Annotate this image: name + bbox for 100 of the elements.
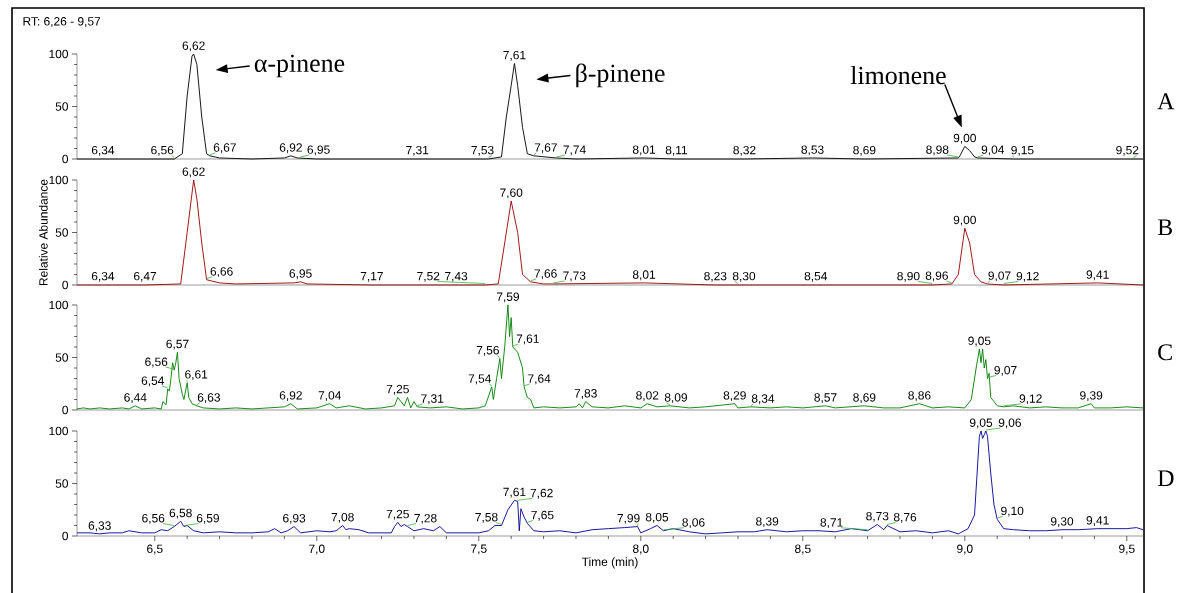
annotation: β-pinene bbox=[576, 63, 665, 88]
y-tick-label: 0 bbox=[62, 280, 69, 290]
annotation: 7,56 bbox=[476, 345, 499, 356]
text: C bbox=[1158, 344, 1172, 361]
annotation: 8,29 bbox=[723, 391, 746, 402]
annotation: 7,83 bbox=[574, 389, 597, 399]
annotation: 9,12 bbox=[1016, 271, 1039, 282]
annotation: 6,66 bbox=[210, 267, 233, 278]
text: A bbox=[1157, 93, 1175, 110]
annotation: 8,30 bbox=[732, 271, 756, 282]
annotation: 8,98 bbox=[926, 145, 949, 156]
x-tick-label: 9,5 bbox=[1119, 544, 1135, 555]
annotation: 9,06 bbox=[998, 418, 1021, 429]
annotation: 6,62 bbox=[182, 167, 205, 178]
annotation: 7,25 bbox=[386, 384, 409, 395]
annotation: 7,60 bbox=[500, 188, 523, 199]
annotation: 9,00 bbox=[953, 133, 976, 144]
y-tick-label: 0 bbox=[62, 531, 69, 541]
annotation: 6,62 bbox=[182, 41, 205, 52]
y-tick-label: 100 bbox=[49, 175, 69, 185]
annotation: 6,93 bbox=[283, 513, 306, 524]
annotation: 7,31 bbox=[421, 394, 444, 405]
annotation: 8,01 bbox=[632, 270, 656, 281]
annotation: 9,15 bbox=[1011, 145, 1034, 156]
annotation: 8,71 bbox=[820, 518, 843, 529]
annotation: 7,61 bbox=[503, 50, 526, 61]
annotation: 7,61 bbox=[503, 487, 526, 498]
annotation: 6,61 bbox=[185, 370, 208, 381]
annotation: 6,44 bbox=[124, 393, 147, 404]
line-series bbox=[76, 304, 1144, 410]
y-tick-label: 50 bbox=[55, 479, 69, 488]
y-tick-label: 50 bbox=[55, 353, 69, 362]
y-tick-label: 50 bbox=[55, 228, 69, 237]
annotation: 7,99 bbox=[617, 513, 640, 524]
annotation: 6,34 bbox=[91, 145, 115, 156]
annotation: 6,56 bbox=[151, 145, 174, 156]
annotation: 8,73 bbox=[866, 511, 889, 522]
annotation: 6,63 bbox=[197, 393, 220, 404]
annotation: 7,52 bbox=[417, 271, 440, 282]
annotation: 9,05 bbox=[969, 418, 993, 429]
annotation: 8,01 bbox=[632, 145, 656, 156]
annotation: 8,96 bbox=[925, 271, 948, 282]
annotation: 6,92 bbox=[279, 143, 302, 154]
annotation: 6,67 bbox=[213, 143, 236, 154]
annotation: 8,09 bbox=[664, 393, 688, 404]
text: D bbox=[1157, 470, 1174, 487]
annotation: 8,86 bbox=[908, 391, 931, 402]
annotation: 8,05 bbox=[645, 512, 669, 523]
y-tick-label: 50 bbox=[55, 102, 69, 111]
annotation: 9,52 bbox=[1116, 145, 1139, 156]
annotation: 8,69 bbox=[853, 393, 876, 404]
annotation: 6,57 bbox=[166, 339, 189, 350]
annotation: 9,05 bbox=[968, 336, 991, 347]
annotation: 7,58 bbox=[475, 512, 498, 523]
annotation: 9,10 bbox=[1001, 506, 1024, 517]
x-tick-label: 7,0 bbox=[309, 544, 325, 555]
annotation: 9,00 bbox=[953, 215, 976, 226]
annotation: 8,54 bbox=[804, 271, 828, 282]
annotation: 7,28 bbox=[414, 513, 437, 524]
x-tick-label: 8,0 bbox=[632, 544, 649, 555]
annotation: 7,61 bbox=[516, 334, 539, 345]
annotation: 7,65 bbox=[531, 510, 554, 521]
annotation: 7,53 bbox=[471, 145, 494, 156]
annotation: 7,54 bbox=[468, 374, 492, 385]
y-axis-title: Relative Abundance bbox=[38, 179, 48, 286]
annotation: 8,57 bbox=[814, 393, 837, 404]
x-tick-label: 9,0 bbox=[957, 544, 973, 555]
annotation: 7,04 bbox=[318, 391, 342, 402]
annotation: 7,74 bbox=[563, 145, 586, 156]
annotation: 8,90 bbox=[897, 271, 920, 282]
annotation: 7,59 bbox=[496, 292, 519, 303]
annotation: 8,69 bbox=[853, 145, 876, 156]
annotation: 7,64 bbox=[528, 374, 551, 385]
x-tick-label: 7,5 bbox=[471, 544, 487, 555]
annotation: 9,04 bbox=[981, 145, 1005, 156]
annotation: 7,73 bbox=[563, 271, 586, 282]
x-tick-label: 6,5 bbox=[147, 544, 163, 555]
y-tick-label: 100 bbox=[49, 426, 69, 436]
text: B bbox=[1157, 219, 1172, 236]
annotation: 6,54 bbox=[141, 376, 165, 387]
annotation: 6,34 bbox=[91, 271, 115, 282]
annotation: 7,25 bbox=[386, 509, 409, 520]
annotation: 7,67 bbox=[534, 143, 557, 154]
annotation: 6,95 bbox=[307, 145, 330, 156]
annotation: 8,53 bbox=[801, 145, 824, 156]
annotation: 7,17 bbox=[360, 272, 383, 282]
annotation: 6,56 bbox=[142, 513, 165, 524]
annotation: 8,34 bbox=[751, 394, 775, 405]
annotation: 6,59 bbox=[196, 513, 219, 524]
annotation: 6,33 bbox=[88, 521, 111, 532]
annotation: 6,58 bbox=[169, 508, 192, 519]
annotation: 8,23 bbox=[704, 271, 727, 282]
annotation: 9,41 bbox=[1086, 270, 1109, 281]
annotation: α-pinene bbox=[254, 54, 345, 78]
annotation: 7,08 bbox=[331, 512, 354, 523]
annotation: 6,95 bbox=[289, 269, 312, 280]
y-tick-label: 0 bbox=[62, 154, 69, 164]
y-tick-label: 0 bbox=[62, 405, 69, 415]
annotation: 8,32 bbox=[733, 145, 756, 156]
y-tick-label: 100 bbox=[49, 49, 69, 59]
